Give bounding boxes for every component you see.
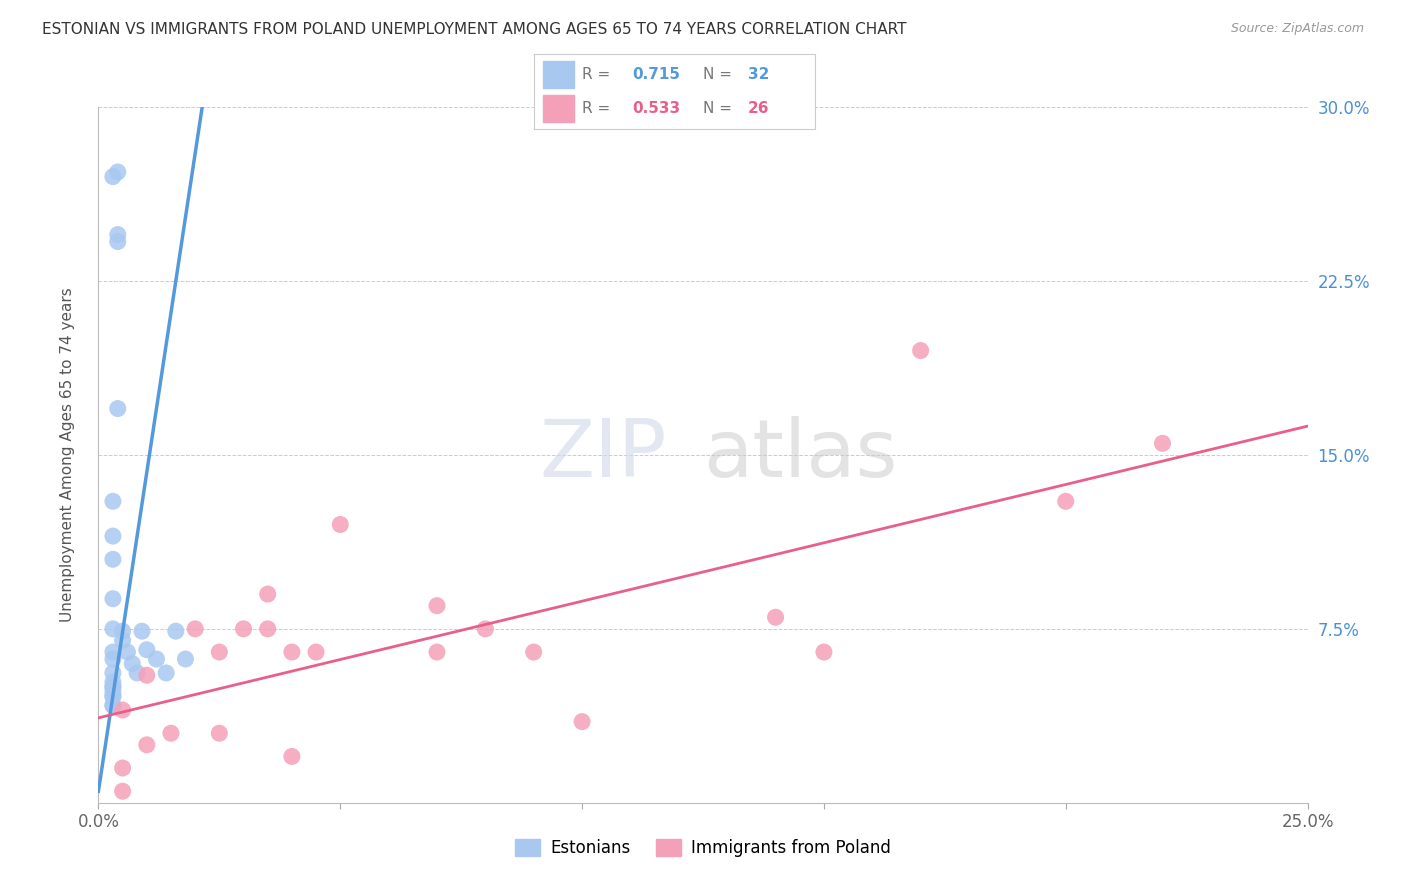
Point [107, 235, 129, 249]
Point [111, 624, 134, 639]
Point [111, 633, 134, 648]
Point [165, 624, 187, 639]
Point [101, 645, 124, 659]
Text: Source: ZipAtlas.com: Source: ZipAtlas.com [1230, 22, 1364, 36]
Text: N =: N = [703, 67, 737, 82]
Point [131, 624, 153, 639]
Text: 26: 26 [748, 101, 769, 116]
Point [145, 652, 167, 666]
Point [174, 652, 197, 666]
Point [101, 169, 124, 184]
Point [101, 591, 124, 606]
Point [101, 622, 124, 636]
Point [208, 645, 231, 659]
Point [111, 784, 134, 798]
Point [1152, 436, 1174, 450]
Point [101, 665, 124, 680]
Point [155, 665, 177, 680]
Point [281, 645, 304, 659]
Text: 0.533: 0.533 [633, 101, 681, 116]
Point [910, 343, 932, 358]
Point [111, 761, 134, 775]
Point [256, 622, 278, 636]
Point [426, 645, 449, 659]
Legend: Estonians, Immigrants from Poland: Estonians, Immigrants from Poland [509, 832, 897, 864]
Point [765, 610, 787, 624]
Point [127, 665, 149, 680]
Point [101, 680, 124, 694]
Text: R =: R = [582, 101, 616, 116]
Text: ESTONIAN VS IMMIGRANTS FROM POLAND UNEMPLOYMENT AMONG AGES 65 TO 74 YEARS CORREL: ESTONIAN VS IMMIGRANTS FROM POLAND UNEMP… [42, 22, 907, 37]
Point [117, 645, 139, 659]
Text: 32: 32 [748, 67, 769, 82]
Point [101, 698, 124, 713]
Point [101, 675, 124, 690]
Bar [543, 62, 574, 87]
Point [101, 680, 124, 694]
Point [232, 622, 254, 636]
Point [121, 657, 143, 671]
Point [281, 749, 304, 764]
Y-axis label: Unemployment Among Ages 65 to 74 years: Unemployment Among Ages 65 to 74 years [60, 287, 75, 623]
Text: atlas: atlas [703, 416, 897, 494]
Point [101, 684, 124, 698]
Point [1054, 494, 1077, 508]
Point [101, 698, 124, 713]
Point [101, 689, 124, 703]
Point [256, 587, 278, 601]
Point [101, 689, 124, 703]
Point [101, 552, 124, 566]
Point [813, 645, 835, 659]
Point [101, 529, 124, 543]
Point [135, 668, 157, 682]
Point [135, 642, 157, 657]
Point [208, 726, 231, 740]
Point [107, 165, 129, 179]
Point [305, 645, 328, 659]
Point [474, 622, 496, 636]
Point [523, 645, 546, 659]
Point [107, 227, 129, 242]
Bar [543, 95, 574, 122]
Text: R =: R = [582, 67, 616, 82]
Point [329, 517, 352, 532]
Point [135, 738, 157, 752]
Point [111, 703, 134, 717]
Point [184, 622, 207, 636]
Point [160, 726, 183, 740]
Point [107, 401, 129, 416]
Text: 0.715: 0.715 [633, 67, 681, 82]
Point [101, 652, 124, 666]
Text: ZIP: ZIP [540, 416, 666, 494]
Point [101, 494, 124, 508]
Text: N =: N = [703, 101, 737, 116]
Point [571, 714, 593, 729]
Point [426, 599, 449, 613]
